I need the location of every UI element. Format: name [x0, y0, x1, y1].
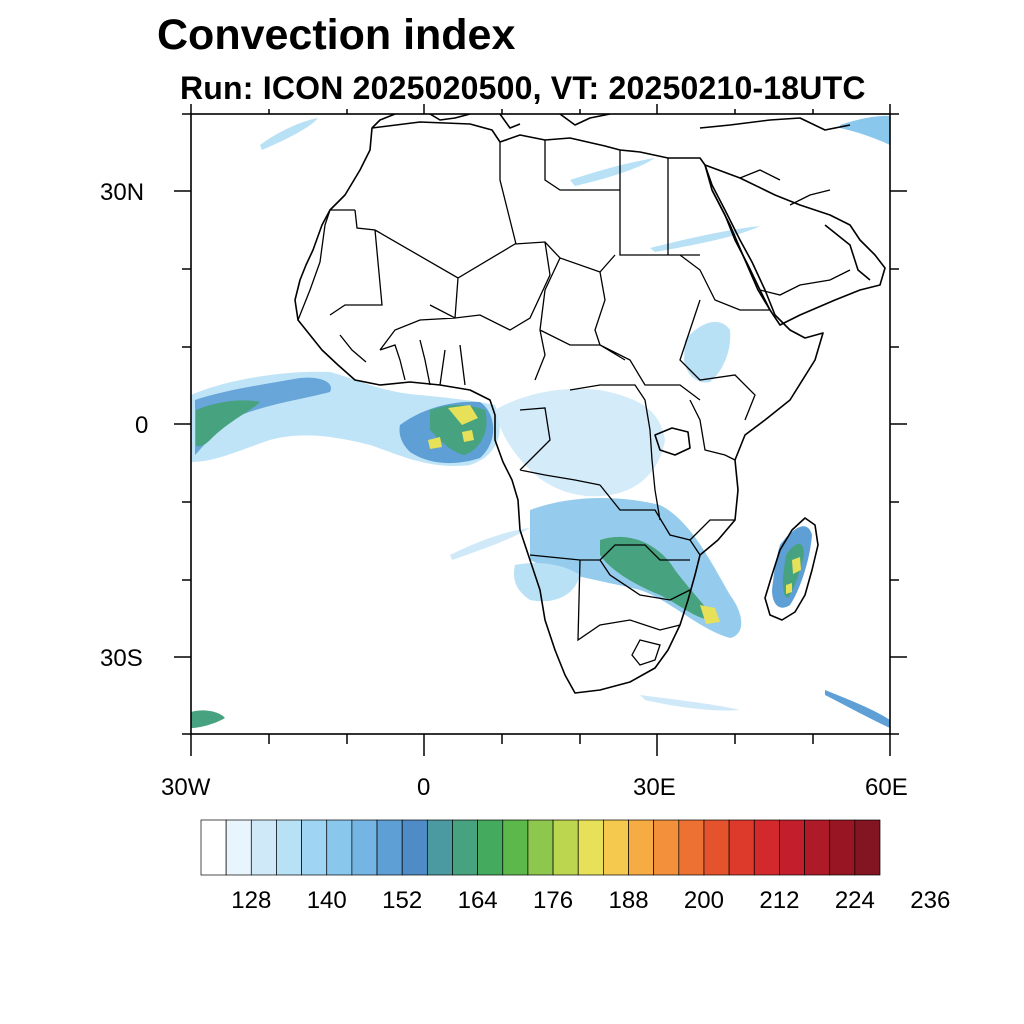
convection-streak-8	[640, 695, 740, 711]
colorbar-swatch	[527, 819, 554, 876]
colorbar-swatch	[703, 819, 730, 876]
convection-area-congo	[495, 388, 665, 497]
colorbar-swatch	[603, 819, 629, 876]
y-label-0: 0	[135, 412, 149, 439]
colorbar-swatch	[351, 819, 378, 876]
colorbar-tick-label: 188	[608, 887, 649, 914]
colorbar-swatch	[426, 819, 453, 876]
x-label-30e: 30E	[633, 774, 676, 801]
colorbar-swatch	[753, 819, 780, 876]
colorbar-swatch	[854, 819, 881, 876]
convection-ethiopia	[684, 321, 731, 383]
convection-core-atlantic-green	[196, 400, 260, 447]
convection-southern-yellow	[700, 605, 720, 624]
colorbar-tick-label: 164	[457, 887, 498, 914]
convection-streak-5	[825, 690, 890, 728]
colorbar	[200, 819, 881, 876]
colorbar-swatch	[829, 819, 856, 876]
coastlines	[294, 114, 886, 694]
colorbar-swatch	[804, 819, 831, 876]
convection-madagascar-yellow	[786, 557, 801, 594]
colorbar-tick-label: 212	[759, 887, 800, 914]
convection-streak-7	[450, 528, 530, 560]
colorbar-swatch	[301, 819, 328, 876]
colorbar-swatch	[250, 819, 277, 876]
colorbar-swatch	[728, 819, 755, 876]
red-sea	[711, 189, 771, 311]
persian-gulf	[824, 224, 871, 281]
arabia-coastline	[704, 164, 886, 326]
country-borders	[297, 140, 851, 666]
colorbar-swatch	[376, 819, 403, 876]
convection-gulf-yellow	[428, 405, 478, 449]
colorbar-swatch	[628, 819, 655, 876]
convection-area-namibia	[513, 563, 580, 602]
colorbar-tick-label: 200	[683, 887, 724, 914]
y-label-30s: 30S	[100, 645, 143, 672]
colorbar-swatch	[276, 819, 302, 876]
colorbar-swatch	[577, 819, 604, 876]
africa-coastline	[294, 121, 824, 694]
chart-title: Convection index	[157, 11, 516, 59]
colorbar-tick-label: 140	[306, 887, 347, 914]
colorbar-swatch	[401, 819, 428, 876]
convection-streak-3	[650, 226, 760, 252]
x-label-30w: 30W	[161, 774, 211, 801]
x-label-0: 0	[417, 774, 431, 801]
colorbar-swatch	[477, 819, 504, 876]
europe-coastline	[371, 114, 851, 131]
convection-streak-6	[191, 710, 225, 728]
lake-victoria	[654, 427, 691, 456]
convection-core-atlantic	[195, 377, 331, 455]
colorbar-swatch	[552, 819, 579, 876]
convection-field	[191, 115, 890, 728]
convection-streak-4	[840, 115, 890, 145]
colorbar-swatch	[326, 819, 353, 876]
colorbar-swatch	[678, 819, 705, 876]
colorbar-tick-label: 128	[231, 887, 272, 914]
y-label-30n: 30N	[100, 179, 145, 206]
convection-core-southern	[600, 536, 715, 621]
colorbar-swatch	[225, 819, 252, 876]
colorbar-swatch	[502, 819, 529, 876]
convection-streak-2	[570, 158, 655, 186]
colorbar-swatch	[779, 819, 805, 876]
colorbar-tick-label: 236	[910, 887, 951, 914]
convection-streak-1	[260, 118, 318, 150]
colorbar-swatch	[200, 819, 227, 876]
border-lines	[297, 140, 851, 666]
colorbar-tick-label: 176	[533, 887, 574, 914]
colorbar-swatch	[452, 819, 478, 876]
colorbar-tick-label: 224	[834, 887, 875, 914]
chart-subtitle: Run: ICON 2025020500, VT: 20250210-18UTC	[180, 70, 866, 106]
axis-ticks	[174, 104, 907, 756]
colorbar-swatch	[653, 819, 680, 876]
madagascar-coastline	[764, 517, 819, 621]
colorbar-tick-label: 152	[382, 887, 423, 914]
x-label-60e: 60E	[865, 774, 908, 801]
